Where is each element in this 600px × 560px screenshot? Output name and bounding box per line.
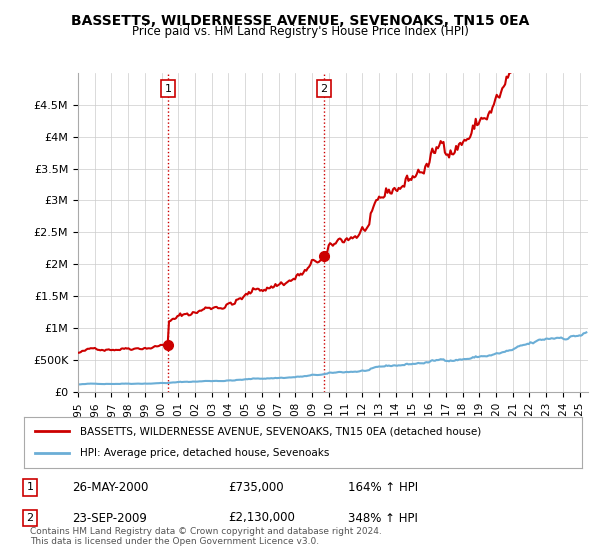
Text: 23-SEP-2009: 23-SEP-2009 bbox=[72, 511, 147, 525]
Text: 164% ↑ HPI: 164% ↑ HPI bbox=[348, 480, 418, 494]
Text: Price paid vs. HM Land Registry's House Price Index (HPI): Price paid vs. HM Land Registry's House … bbox=[131, 25, 469, 38]
Text: BASSETTS, WILDERNESSE AVENUE, SEVENOAKS, TN15 0EA: BASSETTS, WILDERNESSE AVENUE, SEVENOAKS,… bbox=[71, 14, 529, 28]
Text: 2: 2 bbox=[320, 84, 328, 94]
Text: BASSETTS, WILDERNESSE AVENUE, SEVENOAKS, TN15 0EA (detached house): BASSETTS, WILDERNESSE AVENUE, SEVENOAKS,… bbox=[80, 426, 481, 436]
Text: 26-MAY-2000: 26-MAY-2000 bbox=[72, 480, 148, 494]
Text: 2: 2 bbox=[26, 513, 34, 523]
Text: HPI: Average price, detached house, Sevenoaks: HPI: Average price, detached house, Seve… bbox=[80, 449, 329, 459]
Text: £735,000: £735,000 bbox=[228, 480, 284, 494]
Text: 348% ↑ HPI: 348% ↑ HPI bbox=[348, 511, 418, 525]
Text: 1: 1 bbox=[164, 84, 172, 94]
Text: Contains HM Land Registry data © Crown copyright and database right 2024.
This d: Contains HM Land Registry data © Crown c… bbox=[30, 526, 382, 546]
Text: £2,130,000: £2,130,000 bbox=[228, 511, 295, 525]
Text: 1: 1 bbox=[26, 482, 34, 492]
